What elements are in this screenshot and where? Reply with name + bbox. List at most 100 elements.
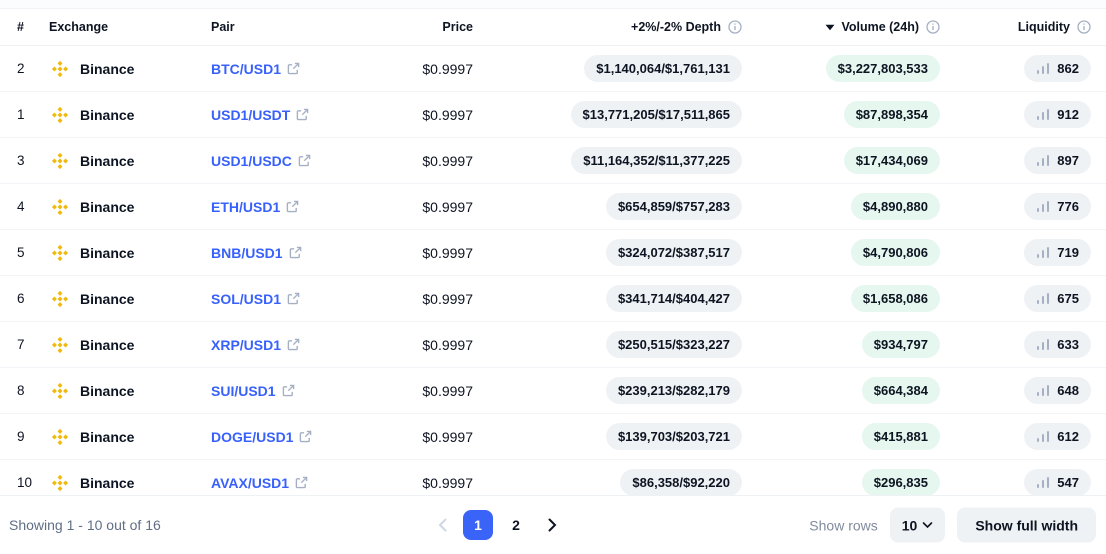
column-header-depth[interactable]: +2%/-2% Depth (473, 20, 742, 34)
exchange-link[interactable]: Binance (49, 334, 134, 356)
pair-link[interactable]: USD1/USDC (211, 153, 311, 169)
column-header-exchange[interactable]: Exchange (49, 20, 109, 34)
column-header-rank[interactable]: # (17, 20, 24, 34)
pair-link[interactable]: XRP/USD1 (211, 337, 300, 353)
external-link-icon[interactable] (287, 338, 300, 351)
chevron-left-icon (438, 518, 447, 532)
external-link-icon[interactable] (287, 62, 300, 75)
info-icon[interactable] (728, 20, 742, 34)
rank-cell: 3 (0, 153, 49, 168)
pair-link[interactable]: USD1/USDT (211, 107, 309, 123)
liquidity-cell: 862 (940, 55, 1106, 82)
pair-cell: SUI/USD1 (211, 383, 391, 399)
exchange-cell: Binance (49, 58, 211, 80)
liquidity-score: 547 (1057, 475, 1079, 490)
external-link-icon[interactable] (299, 430, 312, 443)
liquidity-cell: 675 (940, 285, 1106, 312)
depth-badge: $13,771,205/$17,511,865 (570, 101, 742, 128)
exchange-link[interactable]: Binance (49, 380, 134, 402)
rows-per-page-dropdown[interactable]: 10 (889, 507, 946, 543)
liquidity-cell: 776 (940, 193, 1106, 220)
external-link-icon[interactable] (282, 384, 295, 397)
rank-value: 4 (17, 199, 25, 214)
external-link-icon[interactable] (298, 154, 311, 167)
volume-cell: $1,658,086 (742, 285, 940, 312)
pair-cell: DOGE/USD1 (211, 429, 391, 445)
exchange-link[interactable]: Binance (49, 196, 134, 218)
page-button-2[interactable]: 2 (501, 510, 531, 540)
chevron-down-icon (922, 522, 933, 529)
exchange-link[interactable]: Binance (49, 242, 134, 264)
volume-cell: $4,790,806 (742, 239, 940, 266)
column-header-liquidity[interactable]: Liquidity (940, 20, 1106, 34)
pair-name: XRP/USD1 (211, 336, 282, 353)
external-link-icon[interactable] (287, 292, 300, 305)
pair-link[interactable]: DOGE/USD1 (211, 429, 312, 445)
external-link-icon[interactable] (286, 200, 299, 213)
pair-link[interactable]: AVAX/USD1 (211, 475, 308, 491)
exchange-cell: Binance (49, 104, 211, 126)
pair-cell: XRP/USD1 (211, 337, 391, 353)
exchange-link[interactable]: Binance (49, 150, 134, 172)
liquidity-score: 897 (1057, 153, 1079, 168)
volume-header-label: Volume (24h) (841, 20, 919, 34)
pair-name: USD1/USDC (211, 152, 292, 169)
price-cell: $0.9997 (391, 291, 473, 307)
column-header-price[interactable]: Price (442, 20, 473, 34)
depth-badge: $250,515/$323,227 (605, 331, 742, 358)
bar-chart-icon (1036, 154, 1050, 167)
bar-chart-icon (1036, 292, 1050, 305)
pair-cell: AVAX/USD1 (211, 475, 391, 491)
table-row: 5 Binance BNB/USD1 $0.9997 $324,072/$387… (0, 230, 1106, 276)
pair-link[interactable]: SUI/USD1 (211, 383, 295, 399)
price-value: $0.9997 (422, 290, 473, 307)
liquidity-cell: 612 (940, 423, 1106, 450)
info-icon[interactable] (926, 20, 940, 34)
liquidity-cell: 547 (940, 469, 1106, 496)
exchange-cell: Binance (49, 426, 211, 448)
binance-logo-icon (49, 242, 71, 264)
liquidity-badge: 719 (1024, 239, 1091, 266)
depth-cell: $250,515/$323,227 (473, 331, 742, 358)
pair-link[interactable]: BTC/USD1 (211, 61, 300, 77)
exchange-link[interactable]: Binance (49, 472, 134, 494)
page-button-1[interactable]: 1 (463, 510, 493, 540)
exchange-link[interactable]: Binance (49, 104, 134, 126)
pair-name: USD1/USDT (211, 106, 291, 123)
volume-badge: $664,384 (861, 377, 940, 404)
exchange-link[interactable]: Binance (49, 58, 134, 80)
pair-cell: USD1/USDT (211, 107, 391, 123)
depth-cell: $139,703/$203,721 (473, 423, 742, 450)
pair-link[interactable]: SOL/USD1 (211, 291, 300, 307)
external-link-icon[interactable] (289, 246, 302, 259)
info-icon[interactable] (1077, 20, 1091, 34)
bar-chart-icon (1036, 200, 1050, 213)
pair-link[interactable]: BNB/USD1 (211, 245, 302, 261)
price-value: $0.9997 (422, 382, 473, 399)
next-page-button[interactable] (539, 512, 565, 538)
show-full-width-button[interactable]: Show full width (957, 507, 1096, 543)
rank-value: 2 (17, 61, 25, 76)
external-link-icon[interactable] (296, 108, 309, 121)
depth-badge: $324,072/$387,517 (605, 239, 742, 266)
bar-chart-icon (1036, 62, 1050, 75)
previous-page-button[interactable] (429, 512, 455, 538)
liquidity-score: 776 (1057, 199, 1079, 214)
price-value: $0.9997 (422, 474, 473, 491)
pair-link[interactable]: ETH/USD1 (211, 199, 299, 215)
exchange-link[interactable]: Binance (49, 288, 134, 310)
depth-badge: $139,703/$203,721 (605, 423, 742, 450)
binance-logo-icon (49, 196, 71, 218)
price-value: $0.9997 (422, 106, 473, 123)
column-header-volume[interactable]: Volume (24h) (742, 20, 940, 34)
rank-value: 3 (17, 153, 25, 168)
footer-controls: Show rows 10 Show full width (809, 507, 1096, 543)
column-header-pair[interactable]: Pair (211, 20, 235, 34)
pair-cell: SOL/USD1 (211, 291, 391, 307)
exchange-link[interactable]: Binance (49, 426, 134, 448)
external-link-icon[interactable] (295, 476, 308, 489)
liquidity-cell: 648 (940, 377, 1106, 404)
binance-logo-icon (49, 380, 71, 402)
pair-name: BNB/USD1 (211, 244, 283, 261)
